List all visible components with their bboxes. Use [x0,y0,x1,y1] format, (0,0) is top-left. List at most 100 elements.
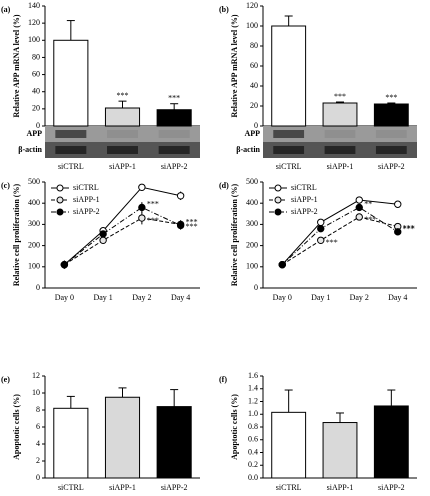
y-tick-label: 100 [28,262,40,271]
y-tick-label: 400 [28,198,40,207]
y-tick-label: 1.2 [248,396,258,405]
significance: ** [364,199,372,208]
bar [104,396,141,479]
marker [355,196,363,204]
y-tick-label: 0.4 [248,447,258,456]
y-tick-label: 0 [254,121,258,130]
legend-marker [274,196,282,204]
y-tick-label: 500 [246,177,258,186]
y-tick-label: 40 [32,87,40,96]
x-tick-label: siCTRL [276,162,302,171]
significance: *** [403,224,415,233]
y-tick-label: 80 [250,41,258,50]
x-tick-label: siAPP-2 [378,483,405,492]
blot-band [375,146,407,154]
bar [373,405,409,479]
y-tick-label: 2 [36,456,40,465]
significance: *** [326,238,338,247]
y-tick-label: 100 [246,21,258,30]
bar [53,407,89,479]
legend-marker [56,196,64,204]
bar [322,422,358,479]
y-tick-label: 400 [246,198,258,207]
significance: *** [147,216,159,225]
y-tick-label: 100 [28,35,40,44]
marker [138,203,146,212]
y-tick-label: 20 [32,104,40,113]
x-tick-label: siAPP-1 [327,162,354,171]
x-tick-label: Day 1 [93,293,112,302]
blot-band [324,130,356,138]
y-tick-label: 1.6 [248,371,258,380]
bar [156,406,192,479]
y-axis-label: Relative APP mRNA level (%) [12,14,21,117]
y-tick-label: 120 [28,18,40,27]
y-tick-label: 500 [28,177,40,186]
y-tick-label: 40 [250,81,258,90]
y-tick-label: 80 [32,52,40,61]
panel-label: (a) [1,5,11,14]
series-line [64,186,181,266]
legend-label: siCTRL [291,183,317,192]
y-tick-label: 1.0 [248,409,258,418]
bar [271,25,307,127]
marker [317,236,325,245]
x-tick-label: siAPP-2 [378,162,405,171]
x-tick-label: siAPP-1 [327,483,354,492]
y-tick-label: 0 [36,473,40,482]
bar [322,102,358,127]
bar [104,107,141,127]
legend-marker [274,208,282,216]
y-tick-label: 8 [36,405,40,414]
y-tick-label: 1.4 [248,384,258,393]
blot-band [273,130,305,138]
x-tick-label: siAPP-2 [161,483,188,492]
series-line [281,199,398,266]
significance: *** [385,93,397,102]
marker [138,183,146,192]
y-tick-label: 200 [246,240,258,249]
y-tick-label: 0.0 [248,473,258,482]
legend-label: siAPP-2 [291,207,318,216]
y-tick-label: 0 [254,283,258,292]
y-tick-label: 0.8 [248,422,258,431]
blot-band [375,130,407,138]
y-tick-label: 4 [36,439,40,448]
significance: *** [147,199,159,208]
y-axis-label: Apoptotic cells (%) [230,394,239,460]
legend-marker [56,184,64,192]
x-tick-label: siAPP-1 [109,162,136,171]
blot-label: APP [244,129,260,138]
series-line [281,206,399,266]
marker [317,218,325,226]
x-tick-label: siCTRL [58,483,84,492]
x-tick-label: Day 1 [311,293,330,302]
blot-label: β-actin [18,145,42,154]
legend-label: siCTRL [73,183,99,192]
y-tick-label: 10 [32,388,40,397]
y-tick-label: 60 [250,61,258,70]
y-tick-label: 0 [36,121,40,130]
x-tick-label: siCTRL [58,162,84,171]
marker [99,236,107,245]
legend-label: siAPP-1 [291,195,318,204]
y-tick-label: 60 [32,69,40,78]
bar [271,411,307,479]
series-line [64,217,181,266]
marker [99,230,107,238]
x-tick-label: siAPP-1 [109,483,136,492]
y-axis-label: Relative cell proliferation (%) [12,184,21,287]
panel-label: (b) [219,5,229,14]
marker [278,260,286,269]
y-tick-label: 6 [36,422,40,431]
y-tick-label: 100 [246,262,258,271]
x-tick-label: Day 2 [350,293,369,302]
x-tick-label: Day 4 [388,293,407,302]
y-tick-label: 140 [28,1,40,10]
panel-label: (c) [1,181,10,190]
y-axis-label: Relative APP mRNA level (%) [230,14,239,117]
marker [176,221,185,230]
marker [176,192,185,200]
blot-label: APP [26,129,42,138]
